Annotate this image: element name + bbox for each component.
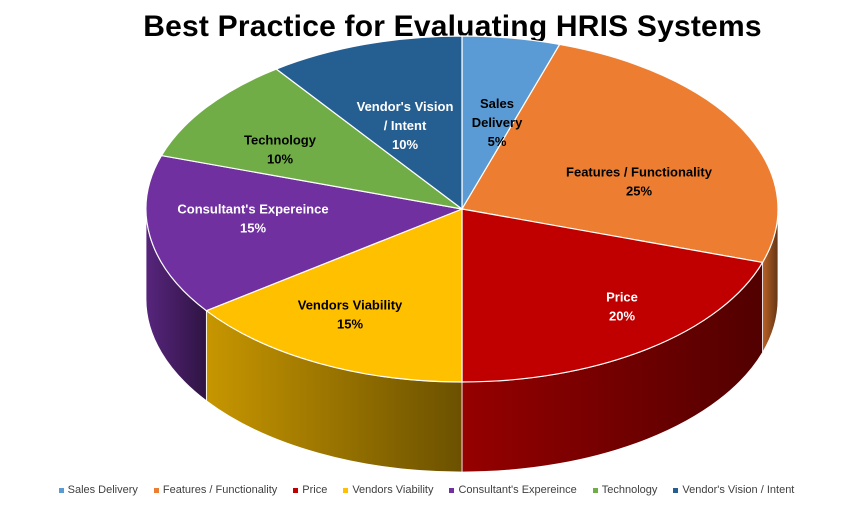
legend-label: Vendors Viability [352,484,434,496]
legend-item: Price [293,484,327,496]
legend-label: Features / Functionality [162,484,278,496]
legend-item: Consultant's Expereince [449,484,577,496]
legend-label: Price [302,484,328,496]
legend-swatch [449,487,455,493]
legend-item: Vendor's Vision / Intent [673,484,794,496]
data-label-4: Consultant's Expereince 15% [177,202,328,236]
legend-label: Sales Delivery [67,484,138,496]
legend-item: Technology [592,484,658,496]
data-label-2: Price 20% [606,290,638,324]
data-label-1: Features / Functionality 25% [566,165,713,199]
legend-label: Technology [601,484,658,496]
legend-swatch [343,487,349,493]
legend-label: Vendor's Vision / Intent [682,484,795,496]
data-label-0: Sales Delivery 5% [472,96,523,149]
data-label-5: Technology 10% [244,133,317,167]
legend-item: Vendors Viability [343,484,433,496]
pie-slice-vendors-viability [205,208,463,383]
legend-item: Sales Delivery [58,484,138,496]
legend-swatch [592,487,598,493]
chart-legend: Sales Delivery Features / Functionality Pr… [0,484,853,496]
legend-swatch [153,487,159,493]
legend-item: Features / Functionality [153,484,278,496]
legend-swatch [58,487,64,493]
legend-swatch [673,487,679,493]
pie-slice-vendor-s-vision-intent [275,35,463,211]
pie-chart: Sales Delivery 5% Features / Functionality 2… [145,35,779,473]
data-label-6: Vendor's Vision / Intent 10% [357,99,454,152]
pie-slice-features-functionality [461,43,779,264]
pie-slice-consultant-s-expereince [145,154,465,312]
data-label-3: Vendors Viability 15% [298,298,403,332]
pie-slice-technology [160,68,463,210]
legend-label: Consultant's Expereince [458,484,577,496]
legend-swatch [293,487,299,493]
pie-slice-price [461,208,764,383]
